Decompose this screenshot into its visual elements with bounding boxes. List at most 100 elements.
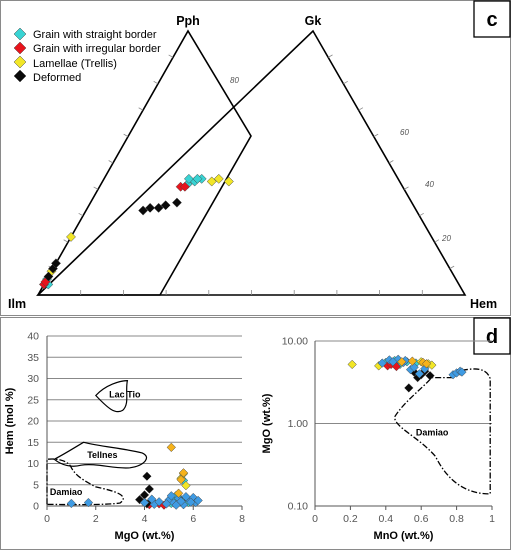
point-extra bbox=[420, 364, 430, 374]
ternary-point-deformed bbox=[43, 271, 54, 282]
x-tick-label: 0 bbox=[44, 513, 50, 525]
ternary-inner-triangle bbox=[36, 29, 252, 296]
legend-item-irregular-border: Grain with irregular border bbox=[13, 41, 161, 55]
legend-item-straight-border: Grain with straight border bbox=[13, 27, 157, 41]
ternary-tick bbox=[404, 186, 409, 190]
point-extra bbox=[457, 367, 467, 377]
point-extra bbox=[171, 500, 181, 510]
y-axis-label: MgO (wt.%) bbox=[261, 393, 273, 453]
panel-d-letter-box bbox=[473, 317, 511, 355]
panel-c-letter-box bbox=[473, 0, 511, 38]
ternary-point-grain-with-straight-border bbox=[192, 173, 203, 184]
ternary-tick bbox=[78, 212, 84, 217]
ternary-tick-label-20: 20 bbox=[441, 234, 451, 243]
point-extra bbox=[407, 356, 418, 366]
legend: Grain with straight border Grain with ir… bbox=[13, 27, 161, 84]
point-extra bbox=[83, 497, 94, 508]
field-damiao bbox=[393, 368, 491, 495]
point-extra bbox=[377, 358, 387, 368]
point-extra bbox=[173, 488, 184, 498]
y-tick-label: 40 bbox=[27, 331, 39, 343]
ternary-point-lamellae-trellis bbox=[66, 231, 76, 242]
legend-label-deformed: Deformed bbox=[33, 72, 81, 84]
y-tick-label: 35 bbox=[27, 352, 39, 364]
field-label-lac-tio: Lac Tio bbox=[109, 390, 141, 400]
point-extra bbox=[139, 497, 150, 508]
point-extra bbox=[178, 468, 189, 478]
x-axis-label: MgO (wt.%) bbox=[115, 530, 175, 542]
plot-hem-vs-mgo: 0 5 10 15 20 25 30 35 40 0 2 4 6 8 MgO (wt.%) Hem (mol … bbox=[4, 331, 245, 543]
point-extra bbox=[181, 491, 191, 502]
point-deformed bbox=[425, 371, 435, 381]
plot-mgo-vs-mno: 0.10 1.00 10.00 0 0.2 0.4 0.6 0.8 1 MnO (wt.%) MgO… bbox=[261, 336, 495, 543]
ternary-tick bbox=[358, 107, 364, 111]
ternary-tick bbox=[328, 54, 333, 58]
ternary-tick bbox=[168, 54, 174, 58]
x-tick-label: 0 bbox=[312, 513, 318, 525]
panel-d-letter: d bbox=[486, 326, 498, 348]
ternary-tick bbox=[449, 265, 455, 269]
field-label-tellnes: Tellnes bbox=[87, 450, 117, 460]
x-tick-label: 8 bbox=[239, 513, 245, 525]
ternary-point-grain-with-straight-border bbox=[183, 173, 194, 184]
point-extra bbox=[186, 497, 196, 507]
ternary-point-lamellae-trellis bbox=[213, 173, 224, 184]
ternary-tick bbox=[93, 186, 99, 190]
point-extra bbox=[397, 357, 407, 367]
y-tick-label: 0.10 bbox=[288, 501, 309, 513]
x-tick-label: 0.8 bbox=[449, 513, 464, 525]
panel-c-frame bbox=[0, 0, 511, 316]
x-tick-label: 0.6 bbox=[414, 513, 429, 525]
point-extra bbox=[154, 497, 164, 507]
point-extra bbox=[176, 474, 186, 485]
field-label-damiao: Damiao bbox=[416, 427, 449, 437]
field-tellnes bbox=[53, 441, 147, 469]
ternary-point-lamellae-trellis bbox=[223, 176, 234, 187]
ternary-point-deformed bbox=[51, 258, 61, 269]
point-deformed bbox=[404, 383, 414, 393]
apex-label-hem: Hem bbox=[470, 297, 497, 311]
point-extra bbox=[414, 369, 425, 379]
y-tick-label: 20 bbox=[27, 416, 39, 428]
apex-label-gk: Gk bbox=[305, 14, 322, 28]
ternary-tick-label-60: 60 bbox=[400, 128, 409, 137]
x-axis-label: MnO (wt.%) bbox=[374, 530, 434, 542]
ternary-tick bbox=[419, 212, 424, 217]
legend-item-lamellae: Lamellae (Trellis) bbox=[13, 55, 117, 70]
apex-label-pph: Pph bbox=[176, 14, 200, 28]
ternary-tick bbox=[63, 239, 69, 243]
ternary-point-lamellae-trellis bbox=[206, 176, 217, 187]
ternary-tick bbox=[434, 239, 440, 243]
panel-d-frame bbox=[0, 317, 511, 550]
point-extra bbox=[66, 498, 77, 509]
legend-marker-deformed bbox=[13, 69, 27, 83]
y-tick-label: 30 bbox=[27, 373, 39, 385]
point-extra bbox=[421, 359, 432, 369]
x-tick-label: 2 bbox=[93, 513, 99, 525]
ternary-tick bbox=[388, 160, 394, 164]
point-extra bbox=[193, 495, 203, 506]
point-extra bbox=[166, 491, 176, 501]
legend-label-lamellae: Lamellae (Trellis) bbox=[33, 58, 117, 70]
ternary-point-deformed bbox=[145, 202, 156, 213]
ternary-tick-label-80: 80 bbox=[230, 76, 239, 85]
legend-marker-straight-border bbox=[13, 27, 27, 41]
apex-label-ilm: Ilm bbox=[8, 297, 26, 311]
ternary-point-deformed bbox=[171, 197, 182, 208]
ternary-tick bbox=[153, 80, 159, 85]
y-axis-label: Hem (mol %) bbox=[4, 387, 16, 454]
y-tick-label: 5 bbox=[33, 479, 39, 491]
y-tick-label: 25 bbox=[27, 394, 39, 406]
y-tick-label: 0 bbox=[33, 501, 39, 513]
legend-marker-lamellae bbox=[13, 55, 27, 69]
ternary-point-deformed bbox=[138, 205, 149, 216]
point-extra bbox=[147, 494, 157, 504]
ternary-tick bbox=[138, 107, 144, 111]
ternary-tick bbox=[373, 133, 379, 137]
x-tick-label: 0.4 bbox=[378, 513, 393, 525]
x-tick-label: 6 bbox=[190, 513, 196, 525]
ternary-plot bbox=[36, 29, 467, 296]
ternary-point-deformed bbox=[153, 202, 164, 213]
point-extra bbox=[388, 357, 398, 367]
